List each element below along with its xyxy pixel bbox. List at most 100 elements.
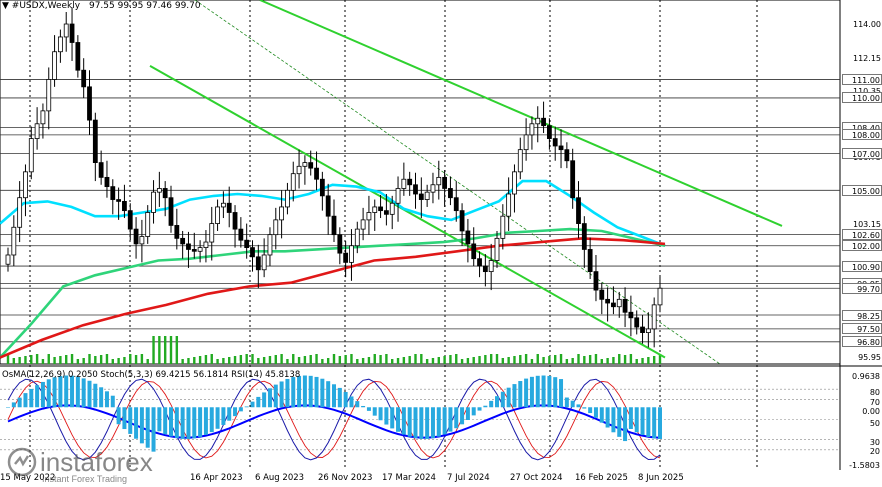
candle-body [512, 171, 517, 195]
volume-bar [158, 336, 161, 364]
volume-bar [460, 359, 464, 364]
volume-bar [455, 354, 458, 364]
volume-bar [635, 359, 638, 364]
volume-bar [443, 356, 446, 364]
time-axis-label: 26 Nov 2023 [318, 473, 373, 483]
candle-body [424, 191, 430, 200]
volume-bar [623, 355, 627, 364]
volume-bar [326, 358, 330, 364]
candlesticks [5, 7, 663, 348]
volume-bar [245, 354, 248, 364]
candle-body [186, 243, 191, 250]
osma-bar [634, 407, 639, 433]
osma-bar [512, 384, 517, 408]
osma-bar [628, 407, 633, 429]
osma-bar [75, 376, 80, 408]
candle-body [11, 226, 17, 256]
time-axis-label: 6 Aug 2023 [255, 473, 305, 483]
volume-bar [594, 354, 598, 364]
candle-body [46, 79, 52, 112]
volume-bar [105, 354, 109, 364]
osma-bar [314, 376, 319, 408]
candle-body [634, 317, 640, 328]
candle-body [349, 245, 354, 263]
candle-body [640, 326, 645, 333]
price-level-label: 100.90 [842, 260, 882, 272]
volume-bar [338, 356, 342, 364]
candle-body [69, 23, 75, 43]
osma-bar [93, 383, 98, 408]
osma-bar [489, 400, 494, 408]
candle-body [110, 186, 116, 200]
osma-bar [128, 407, 133, 434]
volume-bar [478, 356, 481, 364]
channel-line-median [194, 0, 721, 365]
osma-bar [553, 377, 558, 408]
osma-bar [139, 407, 144, 444]
osma-bar [116, 407, 121, 425]
volume-bar [268, 356, 272, 364]
volume-bar [612, 357, 615, 364]
candle-body [226, 202, 232, 213]
osma-bar [291, 377, 296, 408]
osma-bar [599, 407, 604, 423]
osma-bar [285, 378, 290, 408]
time-axis-label: 15 May 2022 [0, 473, 56, 483]
volume-bar [187, 358, 190, 364]
candle-body [17, 197, 23, 228]
volume-bar [280, 354, 283, 364]
candle-body [657, 287, 663, 306]
ma-fast-line [0, 179, 666, 247]
channel-line-upper [259, 0, 783, 227]
indicator-title: OsMA(12,26,9) 0.2050 Stoch(5,3,3) 69.421… [2, 370, 301, 380]
volume-bar [559, 354, 563, 364]
osma-bar [652, 407, 657, 439]
triangle-down-icon[interactable]: ▼ [2, 1, 9, 11]
volume-bar [117, 358, 120, 364]
volume-bar [59, 356, 62, 364]
volume-bar [414, 354, 417, 364]
volume-bar [216, 359, 219, 364]
osma-bar [419, 407, 424, 439]
channel-line-lower [149, 64, 666, 359]
candle-body [645, 328, 651, 333]
osma-bar [174, 407, 179, 439]
volume-bar [65, 355, 68, 364]
candle-body [57, 36, 63, 53]
osma-bar [413, 407, 418, 439]
osma-bar [506, 387, 511, 408]
volume-bar [198, 356, 202, 364]
osma-bar [99, 387, 104, 408]
volume-bar [396, 358, 400, 364]
candle-body [628, 311, 634, 319]
candle-body [116, 199, 122, 202]
candle-body [360, 219, 366, 230]
volume-bar [169, 336, 173, 364]
price-level-label: 96.80 [842, 336, 882, 348]
symbol-label: #USDX,Weekly [11, 1, 81, 11]
volume-bar [239, 355, 243, 364]
candle-body [407, 178, 413, 186]
volume-bar [600, 359, 603, 364]
osma-bar [582, 407, 587, 409]
volume-bar [495, 354, 499, 364]
candle-body [325, 195, 331, 217]
osma-bar [401, 407, 406, 435]
osma-bar [227, 407, 232, 421]
candle-body [191, 249, 197, 252]
volume-bar [321, 359, 324, 364]
candle-body [127, 210, 133, 230]
candle-body [546, 125, 552, 139]
ma-slow-line [0, 237, 666, 359]
volume-bar [437, 357, 440, 364]
candle-body [28, 138, 34, 173]
candle-body [611, 302, 616, 308]
osma-bar [495, 396, 499, 408]
candle-body [337, 234, 343, 254]
volume-bar [472, 357, 475, 364]
volume-bar [408, 356, 411, 364]
volume-bar [129, 354, 132, 364]
osma-bar [209, 407, 214, 433]
candle-body [296, 165, 302, 175]
